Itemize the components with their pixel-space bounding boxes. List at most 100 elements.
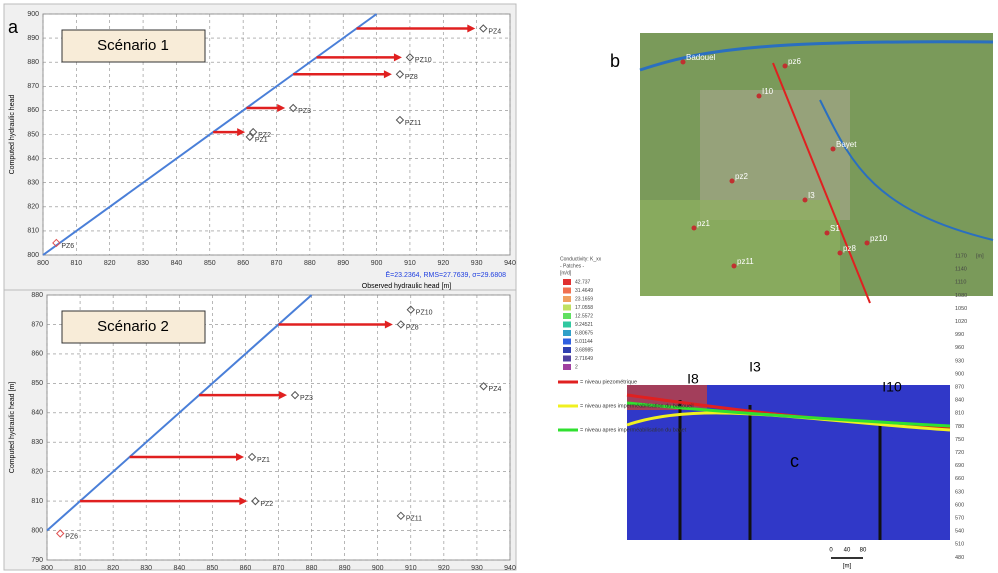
y-tick-label: 820	[31, 469, 43, 476]
x-tick-label: 930	[471, 565, 483, 572]
arrow-head	[237, 128, 246, 137]
point-label: PZ3	[300, 395, 313, 402]
x-tick-label: 900	[372, 565, 384, 572]
y-tick-label: 840	[27, 155, 39, 162]
section-line	[772, 62, 871, 304]
map-label: Badouel	[686, 53, 716, 62]
legend-swatch	[563, 347, 571, 353]
data-point	[406, 305, 415, 314]
elevation-label: 1020	[955, 319, 967, 325]
y-tick-label: 880	[31, 292, 43, 299]
legend-title: Conductivity: K_xx	[560, 256, 602, 262]
y-axis-label: Computed hydraulic head [m]	[9, 382, 16, 473]
y-tick-label: 800	[27, 252, 39, 259]
x-tick-label: 850	[204, 260, 216, 267]
point-label: PZ1	[255, 137, 268, 144]
point-label: PZ8	[406, 324, 419, 331]
elevation-label: 840	[955, 398, 964, 404]
legend-label: 31.4649	[575, 288, 593, 294]
data-point	[248, 127, 258, 137]
map-marker	[837, 250, 843, 256]
arrow-head	[467, 24, 476, 33]
x-tick-label: 860	[240, 565, 252, 572]
map-label: pz11	[737, 257, 754, 266]
section-panel	[626, 385, 951, 540]
x-tick-label: 870	[271, 260, 283, 267]
x-tick-label: 830	[140, 565, 152, 572]
map-marker	[864, 240, 870, 246]
data-point	[290, 390, 300, 400]
elevation-label: 660	[955, 476, 964, 482]
elevation-label: 690	[955, 463, 964, 469]
elevation-label: 570	[955, 515, 964, 521]
legend-title: - Patches -	[560, 263, 585, 269]
map-label: Bayet	[836, 140, 857, 149]
x-tick-label: 840	[173, 565, 185, 572]
scale-unit: [m]	[843, 564, 852, 570]
point-label: PZ11	[406, 516, 422, 523]
x-tick-label: 900	[371, 260, 383, 267]
map-marker	[691, 225, 697, 231]
map-marker	[729, 178, 735, 184]
y-tick-label: 830	[31, 439, 43, 446]
legend-label: 5.01144	[575, 339, 593, 345]
x-tick-label: 890	[339, 565, 351, 572]
y-tick-label: 810	[27, 228, 39, 235]
map-panel	[639, 33, 994, 304]
elevation-label: 1080	[955, 293, 967, 299]
map-label: pz6	[788, 57, 801, 66]
point-label: PZ6	[61, 243, 74, 250]
map-marker	[731, 263, 737, 269]
point-label: PZ10	[415, 57, 432, 64]
legend-label: 17.0558	[575, 305, 593, 311]
x-tick-label: 920	[437, 260, 449, 267]
scenario-label: Scénario 1	[97, 37, 169, 54]
one-to-one-line	[42, 13, 378, 256]
legend-swatch	[563, 304, 571, 311]
y-tick-label: 900	[27, 11, 39, 18]
y-tick-label: 850	[27, 131, 39, 138]
point-label: PZ2	[260, 501, 273, 508]
x-tick-label: 890	[337, 260, 349, 267]
elevation-label: 810	[955, 411, 964, 417]
x-tick-label: 800	[37, 260, 49, 267]
point-label: PZ4	[489, 386, 502, 393]
scale-label: 0	[829, 548, 833, 554]
legend-label: 23.1659	[575, 296, 593, 302]
river	[639, 40, 994, 72]
data-point	[479, 382, 488, 391]
well-label: I3	[749, 359, 761, 375]
y-axis-label: Computed hydraulic head	[9, 95, 16, 175]
map-label: pz2	[735, 172, 748, 181]
elevation-label: 480	[955, 555, 964, 561]
map-marker	[824, 230, 830, 236]
scale-label: 40	[844, 548, 851, 554]
arrow-head	[277, 103, 286, 112]
map-label: pz1	[697, 219, 710, 228]
x-tick-label: 940	[504, 565, 516, 572]
scenario-label: Scénario 2	[97, 318, 169, 335]
scenario-box	[61, 29, 206, 63]
stream	[819, 99, 994, 241]
data-point	[395, 70, 405, 79]
map-marker	[782, 63, 788, 69]
y-tick-label: 830	[27, 180, 39, 187]
elevation-label: 870	[955, 384, 964, 390]
y-tick-label: 810	[31, 498, 43, 505]
panel-letter: b	[610, 51, 620, 71]
well-label: I8	[687, 371, 699, 387]
arrow-head	[383, 70, 392, 79]
level-line	[626, 401, 951, 428]
x-tick-label: 940	[504, 260, 516, 267]
arrow-head	[239, 497, 248, 506]
y-tick-label: 850	[31, 380, 43, 387]
section-body	[627, 385, 950, 540]
x-tick-label: 820	[104, 260, 116, 267]
data-point	[245, 132, 255, 142]
point-label: PZ6	[65, 533, 78, 540]
y-tick-label: 820	[27, 204, 39, 211]
map-label: S1	[830, 224, 840, 233]
legend-label: 6.80675	[575, 330, 593, 336]
elevation-label: 1140	[955, 267, 967, 273]
x-tick-label: 810	[74, 565, 86, 572]
